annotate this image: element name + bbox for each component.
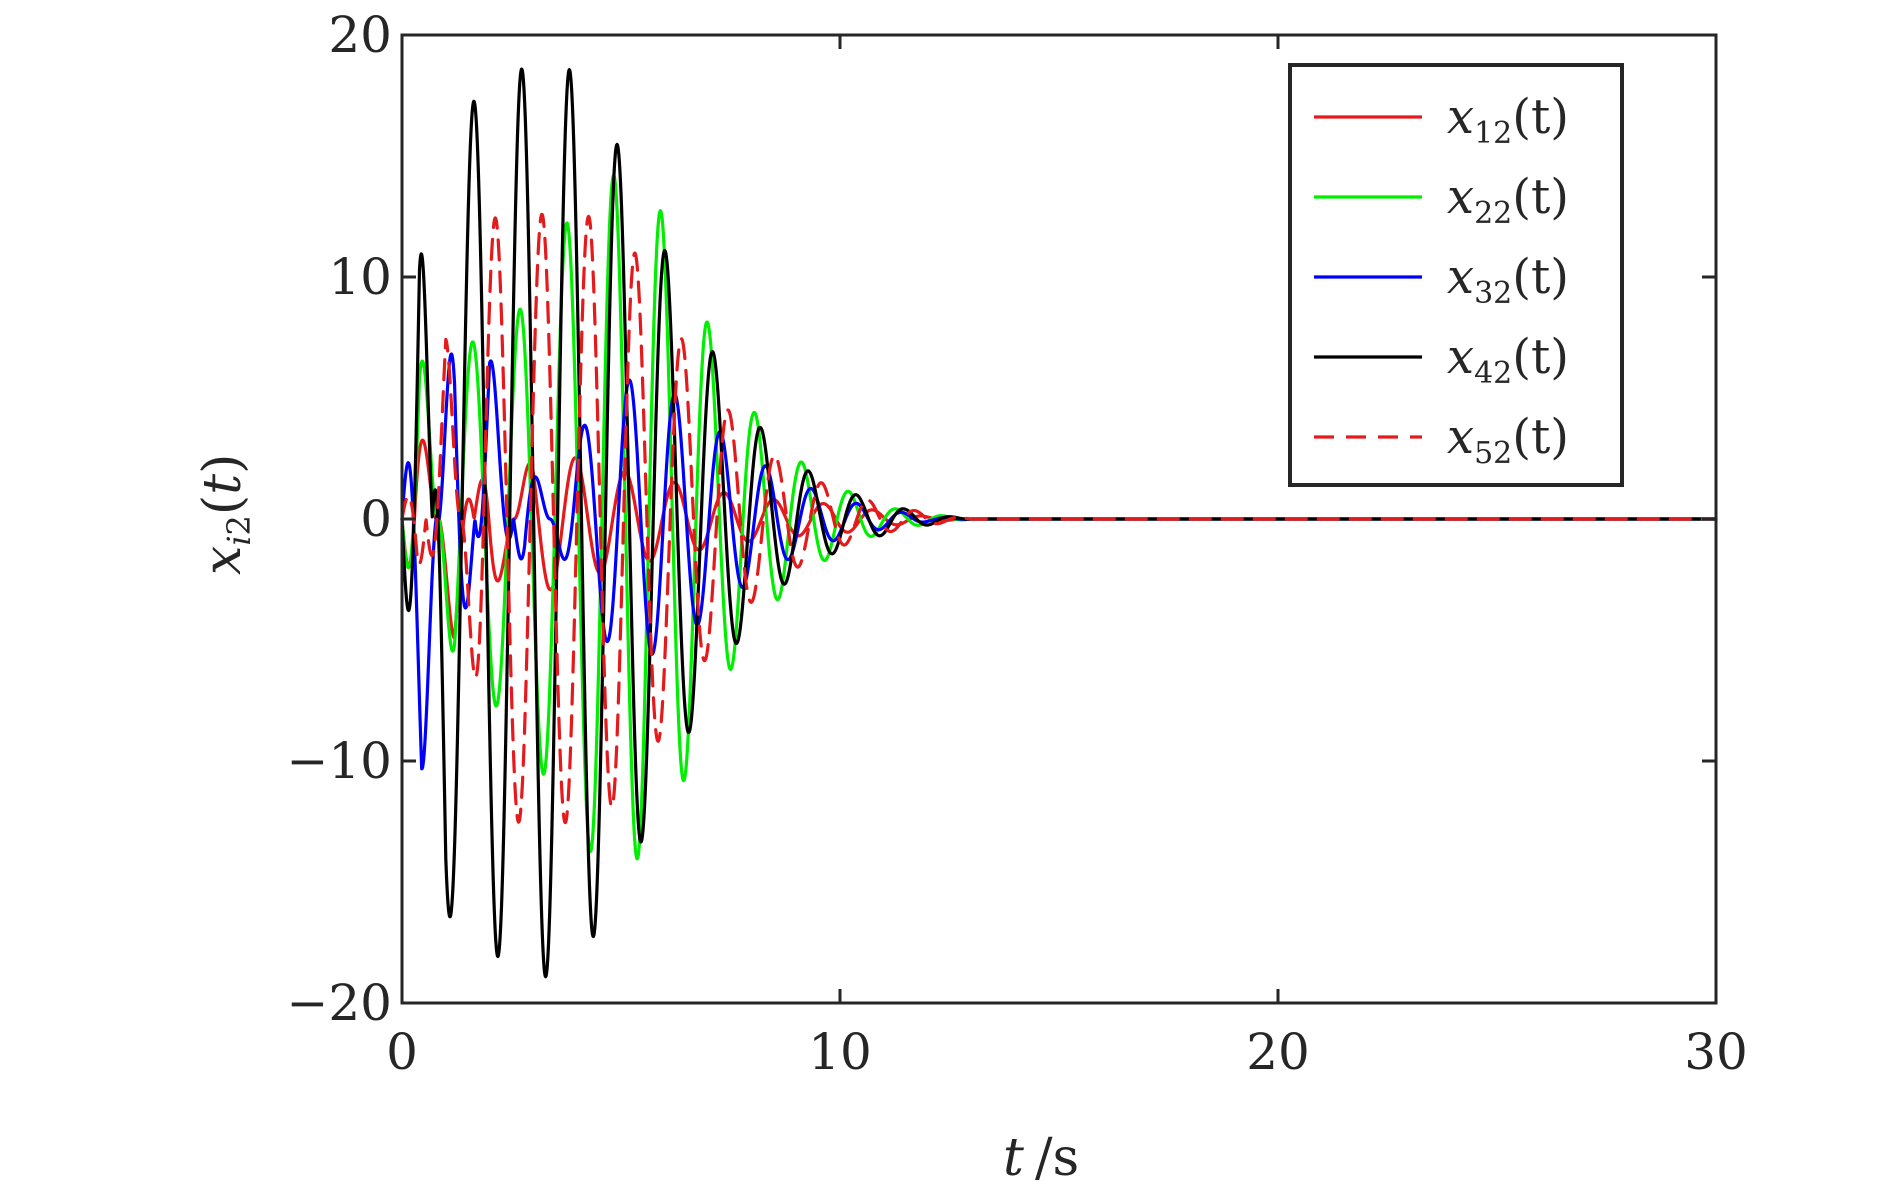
x-tick-label-10: 10 — [808, 1023, 872, 1081]
y-tick-label-3: −10 — [286, 732, 392, 790]
y-axis-label: xi2(t) — [193, 454, 258, 575]
x-axis-label-unit: /s — [1035, 1128, 1079, 1188]
legend: x12(t) x22(t) x32(t) x42(t) x52(t) — [1288, 63, 1624, 487]
legend-label-1: x12(t) — [1447, 89, 1569, 151]
legend-label-5: x52(t) — [1447, 409, 1569, 471]
tick-layer: 0 10 20 30 20 10 0 −10 −20 — [286, 6, 1747, 1081]
series-layer — [400, 67, 1718, 979]
series-line-5 — [400, 212, 1718, 825]
x-tick-label-30: 30 — [1684, 1023, 1748, 1081]
legend-label-3: x32(t) — [1447, 249, 1569, 311]
x-axis-label-symbol: t — [1003, 1128, 1024, 1188]
y-tick-label-1: 10 — [328, 248, 392, 306]
y-tick-label-2: 0 — [360, 490, 392, 548]
y-axis-label-text: xi2(t) — [193, 454, 258, 575]
x-tick-label-20: 20 — [1246, 1023, 1310, 1081]
legend-box — [1288, 63, 1624, 487]
x-tick-label-0: 0 — [386, 1023, 418, 1081]
y-tick-label-0: 20 — [328, 6, 392, 64]
legend-label-2: x22(t) — [1447, 169, 1569, 231]
y-tick-label-4: −20 — [286, 974, 392, 1032]
x-axis-label: t /s — [1003, 1128, 1079, 1188]
legend-label-4: x42(t) — [1447, 329, 1569, 391]
